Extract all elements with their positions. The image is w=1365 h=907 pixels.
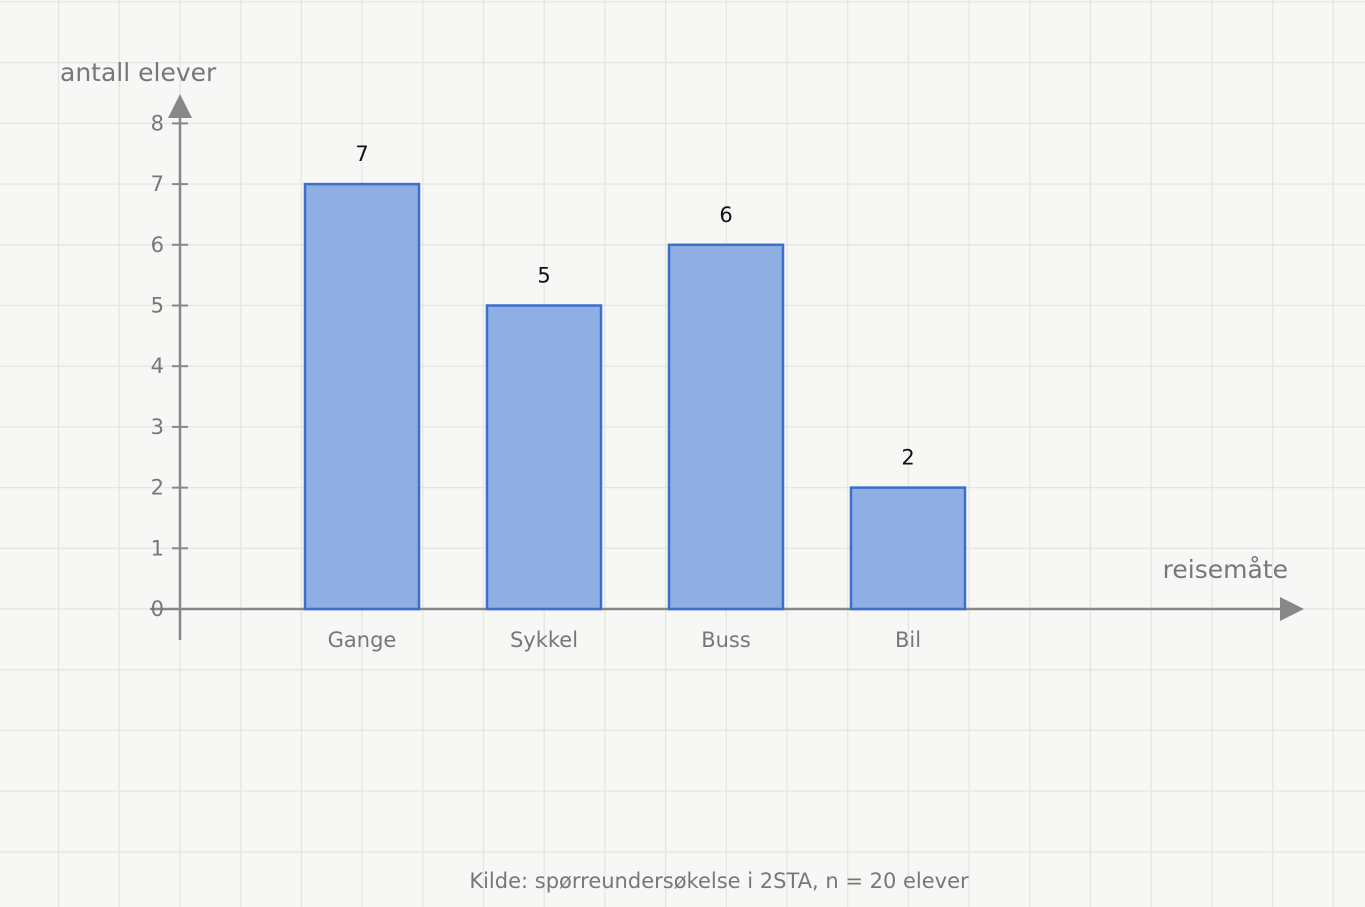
x-axis-title: reisemåte (1163, 555, 1288, 584)
x-tick-label: Buss (701, 628, 751, 652)
bar (667, 243, 785, 611)
y-tick-label: 5 (151, 294, 164, 318)
data-label: 5 (537, 264, 550, 288)
bar (303, 182, 421, 611)
y-tick-label: 2 (151, 476, 164, 500)
y-axis-arrow (168, 94, 192, 118)
x-tick-label: Gange (328, 628, 397, 652)
y-tick-label: 1 (151, 536, 164, 560)
data-label: 6 (719, 203, 732, 227)
y-tick-label: 6 (151, 233, 164, 257)
y-tick-label: 0 (151, 597, 164, 621)
y-tick-label: 3 (151, 415, 164, 439)
x-tick-label: Bil (895, 628, 921, 652)
data-label: 2 (901, 446, 914, 470)
y-tick-label: 8 (151, 111, 164, 135)
x-axis-arrow (1280, 597, 1304, 621)
y-tick-label: 7 (151, 172, 164, 196)
source-note: Kilde: spørreundersøkelse i 2STA, n = 20… (469, 869, 969, 893)
y-axis-title: antall elever (60, 58, 217, 87)
x-tick-label: Sykkel (510, 628, 578, 652)
bar (485, 304, 603, 611)
y-tick-label: 4 (151, 354, 164, 378)
bar (849, 486, 967, 611)
data-label: 7 (355, 142, 368, 166)
